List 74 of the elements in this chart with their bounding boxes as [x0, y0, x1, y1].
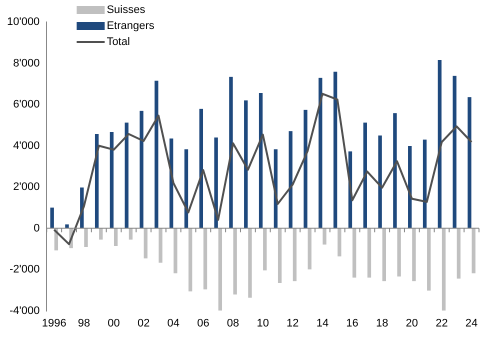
bar	[363, 122, 367, 228]
y-tick-label: -2'000	[9, 264, 40, 276]
bar	[382, 228, 386, 282]
x-tick-label: 04	[167, 317, 180, 330]
x-tick-label: 12	[286, 317, 299, 330]
x-tick-label: 22	[436, 317, 448, 330]
bar	[140, 110, 144, 228]
bar	[367, 228, 372, 278]
bar	[412, 228, 416, 282]
bar	[472, 228, 476, 274]
bar	[199, 108, 204, 228]
y-tick-label: 10'000	[6, 16, 40, 28]
bar	[214, 138, 218, 228]
x-tick-label: 20	[406, 317, 418, 330]
x-tick-label: 10	[256, 317, 269, 330]
bar	[452, 76, 456, 228]
y-tick-label: 8'000	[13, 57, 40, 70]
legend-label: Suisses	[106, 4, 146, 16]
bar	[248, 228, 252, 298]
bar	[442, 228, 446, 311]
bar	[422, 140, 427, 228]
x-tick-label: 00	[108, 317, 120, 330]
bar	[203, 228, 208, 290]
x-tick-label: 24	[465, 317, 478, 330]
bar	[218, 228, 222, 311]
bar	[229, 76, 233, 228]
bar	[427, 228, 431, 291]
bar	[233, 228, 237, 295]
bar	[263, 228, 267, 270]
y-tick-label: -4'000	[9, 304, 40, 317]
x-tick-label: 08	[226, 317, 240, 330]
bar	[110, 132, 114, 228]
bar	[84, 228, 88, 248]
bar	[308, 228, 312, 270]
legend-label: Total	[106, 36, 130, 48]
bar	[174, 228, 178, 274]
x-tick-label: 18	[376, 317, 388, 330]
bar	[393, 113, 397, 228]
bar	[378, 135, 382, 228]
bar	[154, 80, 158, 228]
bar	[438, 60, 442, 228]
x-tick-label: 02	[137, 317, 150, 330]
bar	[65, 224, 69, 228]
bar	[352, 228, 356, 278]
legend-label: Etrangers	[106, 20, 155, 32]
x-tick-label: 14	[316, 317, 329, 330]
bar	[322, 228, 326, 245]
x-tick-label: 1996	[42, 317, 66, 330]
x-tick-label: 16	[346, 317, 358, 330]
bar	[50, 208, 54, 228]
y-tick-label: 2'000	[13, 181, 40, 194]
bar	[144, 228, 148, 258]
bar	[456, 228, 461, 279]
y-tick-label: 4'000	[13, 140, 40, 152]
y-tick-label: 0	[34, 222, 40, 234]
bar	[99, 228, 103, 240]
bar	[188, 228, 192, 292]
bar	[114, 228, 118, 246]
bar	[258, 92, 263, 228]
bar	[304, 110, 308, 228]
bar	[318, 78, 322, 228]
bar	[244, 100, 248, 228]
bar	[288, 131, 292, 228]
y-tick-label: 6'000	[13, 98, 40, 111]
bar	[338, 228, 342, 256]
bar	[397, 228, 401, 277]
x-tick-label: 06	[197, 317, 210, 330]
bar	[158, 228, 162, 263]
bar	[292, 228, 297, 282]
bar	[468, 97, 472, 228]
bar	[124, 122, 128, 228]
bar	[278, 228, 282, 283]
x-tick-label: 98	[78, 317, 90, 330]
bar	[333, 72, 338, 228]
